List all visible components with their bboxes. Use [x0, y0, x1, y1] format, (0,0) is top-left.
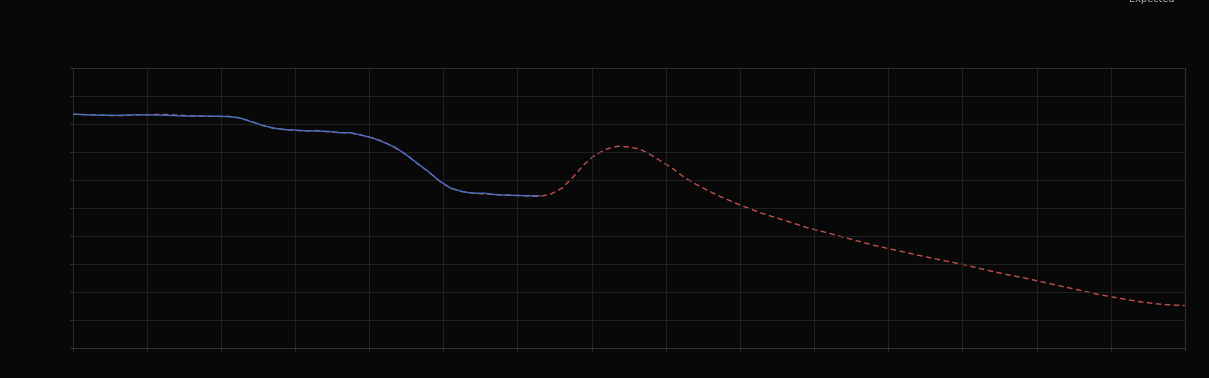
- Observed: [254, 123, 268, 127]
- Observed: [365, 136, 380, 140]
- Observed: [499, 193, 514, 197]
- Observed: [87, 113, 102, 118]
- Observed: [465, 191, 480, 195]
- Expected: [322, 130, 336, 134]
- Observed: [299, 129, 313, 133]
- Legend: Observed, Expected: Observed, Expected: [1093, 0, 1180, 8]
- Observed: [455, 189, 469, 194]
- Observed: [155, 113, 169, 118]
- Observed: [343, 130, 358, 135]
- Observed: [532, 194, 546, 198]
- Line: Expected: Expected: [73, 114, 1185, 306]
- Observed: [377, 140, 392, 145]
- Observed: [444, 186, 458, 191]
- Observed: [322, 129, 336, 134]
- Expected: [1178, 304, 1192, 308]
- Observed: [476, 191, 491, 195]
- Observed: [399, 153, 413, 157]
- Expected: [65, 112, 80, 116]
- Observed: [288, 128, 302, 132]
- Observed: [421, 169, 435, 174]
- Observed: [354, 133, 369, 138]
- Observed: [266, 125, 280, 130]
- Observed: [232, 116, 247, 120]
- Expected: [955, 262, 970, 266]
- Observed: [65, 112, 80, 116]
- Observed: [332, 130, 347, 135]
- Observed: [433, 179, 447, 183]
- Observed: [132, 112, 146, 117]
- Observed: [198, 114, 213, 118]
- Observed: [510, 193, 525, 198]
- Observed: [243, 119, 258, 124]
- Observed: [110, 113, 125, 118]
- Expected: [410, 161, 424, 166]
- Observed: [221, 114, 236, 119]
- Observed: [388, 145, 403, 150]
- Observed: [521, 194, 536, 198]
- Observed: [488, 192, 503, 197]
- Line: Observed: Observed: [73, 114, 539, 196]
- Expected: [1022, 277, 1036, 281]
- Observed: [310, 129, 324, 133]
- Observed: [177, 114, 191, 118]
- Observed: [277, 127, 291, 132]
- Expected: [910, 253, 925, 257]
- Observed: [410, 161, 424, 166]
- Expected: [544, 192, 559, 197]
